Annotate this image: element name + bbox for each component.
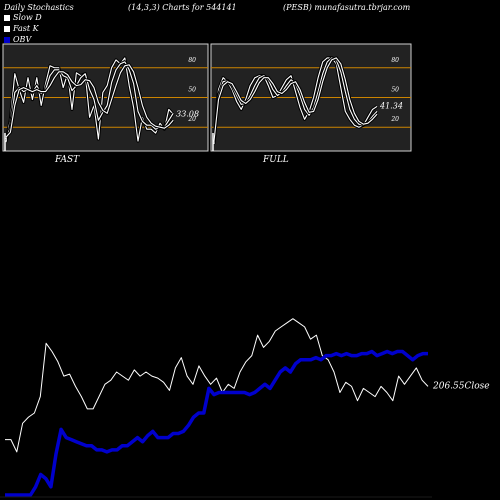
close-value-label: 206.55Close (432, 381, 490, 391)
chart-source: (PESB) munafasutra.tbrjar.com (283, 3, 411, 12)
legend-swatch (4, 37, 10, 43)
series-line-slow-d (5, 64, 174, 138)
last-value-label: 33.08 (176, 109, 199, 118)
panel-title: FAST (54, 155, 80, 165)
panel-title: FULL (262, 155, 289, 165)
y-tick-label: 80 (188, 57, 196, 64)
y-tick-label: 50 (391, 87, 399, 94)
legend-swatch (4, 15, 10, 21)
last-value-label: 41.34 (379, 101, 403, 110)
legend-fast-k: Fast K (4, 24, 39, 33)
series-line-close (5, 318, 429, 453)
chart-title: Daily Stochastics (4, 3, 74, 12)
y-tick-label: 50 (188, 87, 196, 94)
y-tick-label: 80 (391, 57, 399, 64)
chart-params: (14,3,3) Charts for 544141 (128, 3, 237, 12)
legend-slow-d: Slow D (4, 13, 42, 22)
legend-obv: OBV (4, 35, 31, 44)
legend-label: OBV (13, 35, 32, 44)
series-line-obv (5, 349, 428, 497)
y-tick-label: 20 (187, 116, 196, 123)
legend-label: Slow D (13, 13, 42, 22)
y-tick-label: 20 (390, 116, 399, 123)
series-line-full-k (213, 57, 378, 145)
series-line-full-d2 (213, 57, 378, 142)
legend-label: Fast K (13, 24, 39, 33)
legend-swatch (4, 26, 10, 32)
